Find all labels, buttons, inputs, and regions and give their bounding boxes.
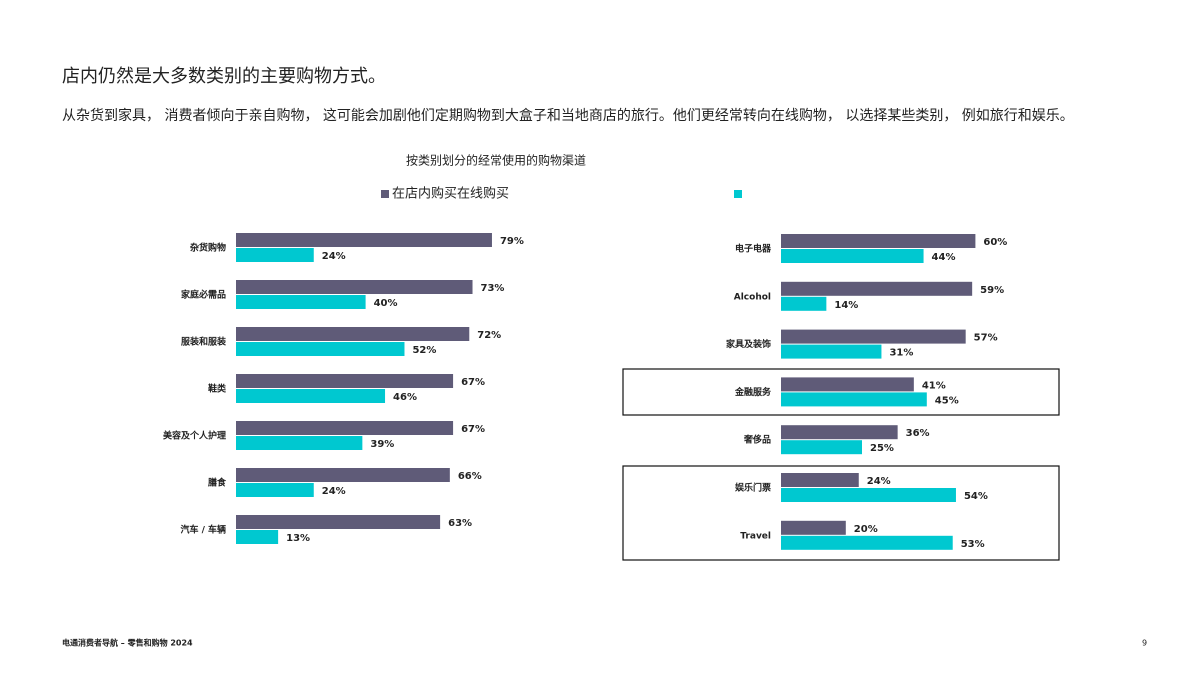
category-label: Travel (740, 531, 771, 541)
bar (781, 425, 898, 440)
value-label: 44% (932, 252, 956, 263)
bar (781, 296, 827, 311)
value-label: 20% (854, 524, 878, 535)
category-label: 家庭必需品 (181, 289, 226, 301)
bar (781, 249, 924, 263)
bar (236, 233, 492, 247)
value-label: 39% (370, 439, 394, 450)
bar (781, 281, 973, 296)
bar (781, 377, 914, 392)
value-label: 40% (374, 298, 398, 309)
value-label: 73% (481, 283, 505, 294)
bar (781, 473, 859, 487)
bar (236, 389, 386, 403)
bar (236, 280, 473, 294)
bar (781, 344, 882, 359)
value-label: 79% (500, 236, 524, 247)
value-label: 46% (393, 392, 417, 403)
value-label: 60% (983, 237, 1007, 248)
bar (236, 483, 314, 497)
value-label: 67% (461, 377, 485, 388)
bar (781, 488, 956, 502)
page-number: 9 (1142, 639, 1147, 648)
bar (236, 421, 454, 435)
value-label: 41% (922, 380, 946, 391)
value-label: 53% (961, 539, 985, 550)
bar (236, 295, 366, 309)
value-label: 14% (834, 300, 858, 311)
category-label: 娱乐门票 (735, 482, 771, 494)
category-label: Alcohol (734, 292, 771, 302)
category-label: 服装和服装 (181, 336, 227, 348)
value-label: 54% (964, 491, 988, 502)
value-label: 63% (448, 518, 472, 529)
footer: 电通消费者导航 – 零售和购物 2024 (62, 638, 193, 648)
value-label: 24% (867, 476, 891, 487)
category-label: 杂货购物 (190, 242, 226, 254)
value-label: 72% (477, 330, 501, 341)
value-label: 66% (458, 471, 482, 482)
bar (781, 329, 966, 344)
value-label: 24% (322, 486, 346, 497)
value-label: 13% (286, 533, 310, 544)
bar (236, 468, 450, 482)
legend-label: 在线购买 (457, 186, 509, 202)
value-label: 67% (461, 424, 485, 435)
legend-swatch (381, 190, 389, 198)
legend-swatch (734, 190, 742, 198)
value-label: 24% (322, 251, 346, 262)
slide-title: 店内仍然是大多数类别的主要购物方式。 (62, 66, 386, 87)
bar (236, 327, 470, 341)
value-label: 52% (412, 345, 436, 356)
bar (781, 392, 927, 407)
value-label: 25% (870, 443, 894, 454)
highlight-box (622, 368, 1060, 416)
subtitle: 从杂货到家具， 消费者倾向于亲自购物， 这可能会加剧他们定期购物到大盒子和当地商… (62, 108, 1074, 124)
value-label: 59% (980, 285, 1004, 296)
chart-title: 按类别划分的经常使用的购物渠道 (406, 153, 586, 168)
bar (236, 374, 454, 388)
category-label: 奢侈品 (743, 434, 771, 446)
category-label: 电子电器 (735, 243, 772, 255)
value-label: 57% (974, 333, 998, 344)
bar (236, 515, 441, 529)
bar (236, 248, 314, 262)
bar (236, 342, 405, 356)
bar (236, 530, 279, 544)
bar (781, 440, 862, 455)
value-label: 36% (906, 428, 930, 439)
highlight-box (622, 465, 1060, 561)
bar (781, 234, 976, 248)
category-label: 家具及装饰 (726, 338, 771, 350)
value-label: 31% (889, 348, 913, 359)
category-label: 金融服务 (734, 386, 772, 398)
category-label: 膳食 (208, 477, 227, 489)
category-label: 鞋类 (208, 383, 227, 395)
subtitle-box: 从杂货到家具， 消费者倾向于亲自购物， 这可能会加剧他们定期购物到大盒子和当地商… (62, 108, 1074, 124)
bar (781, 535, 953, 550)
legend-label: 在店内购买 (392, 186, 457, 202)
bar (236, 436, 363, 450)
category-label: 汽车 / 车辆 (180, 524, 226, 536)
category-label: 美容及个人护理 (163, 430, 226, 442)
bar (781, 520, 846, 535)
value-label: 45% (935, 395, 959, 406)
